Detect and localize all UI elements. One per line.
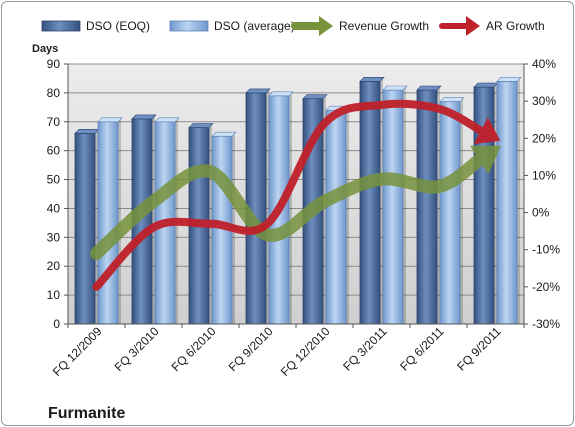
y2-tick-label: 10% (532, 168, 556, 182)
x-tick-label: FQ 3/2011 (340, 324, 390, 374)
arrow-head (469, 145, 501, 175)
y2-tick-label: 20% (532, 131, 556, 145)
data-point (210, 171, 211, 173)
legend: DSO (EOQ) DSO (average) Revenue Growth AR G… (41, 16, 545, 36)
y2-tick-label: -10% (532, 243, 560, 257)
y2-tick-label: 0% (532, 206, 550, 220)
legend-swatch (169, 20, 209, 32)
series-line (90, 153, 486, 260)
legend-label: DSO (average) (214, 19, 295, 33)
legend-label: Revenue Growth (339, 19, 429, 33)
bar-top (97, 117, 123, 123)
data-point (381, 104, 382, 106)
bar-top (302, 94, 328, 99)
x-tick-label: FQ 9/2010 (226, 324, 276, 374)
bar-top (154, 117, 180, 123)
y-tick-label: 70 (47, 115, 61, 129)
legend-swatch (41, 20, 81, 32)
data-point (267, 234, 268, 236)
legend-item: DSO (EOQ) (41, 19, 150, 33)
bar (416, 89, 438, 325)
y2-tick-label: -20% (532, 280, 560, 294)
company-label: Furmanite (48, 405, 125, 422)
x-tick-label: FQ 9/2011 (454, 324, 504, 374)
legend-item: AR Growth (439, 16, 545, 36)
data-point (153, 200, 154, 202)
data-point (381, 178, 382, 180)
y-tick-label: 0 (53, 317, 60, 331)
legend-arrow-head (319, 16, 333, 36)
y2-tick-label: 30% (532, 94, 556, 108)
data-point (96, 252, 97, 254)
bar (382, 89, 404, 325)
bar (496, 80, 518, 325)
x-tick-label: FQ 6/2011 (397, 324, 447, 374)
y2-tick-label: 40% (532, 57, 556, 71)
y-tick-label: 50 (47, 173, 61, 187)
data-point (324, 122, 325, 124)
arrow-head (473, 117, 501, 144)
bar-top (496, 77, 522, 82)
y-tick-label: 80 (47, 86, 61, 100)
bar-top (473, 82, 499, 88)
legend-item: DSO (average) (169, 19, 295, 33)
x-tick-label: FQ 12/2009 (50, 324, 105, 379)
growth-lines (90, 99, 501, 291)
bar-top (245, 88, 271, 94)
y-tick-label: 20 (47, 259, 61, 273)
series-ar-growth (92, 99, 501, 291)
bar (97, 121, 119, 325)
bar-top (268, 91, 294, 97)
bar-top (359, 77, 385, 82)
x-tick-label: FQ 3/2010 (112, 324, 162, 374)
x-tick-label: FQ 6/2010 (169, 324, 219, 374)
legend-label: AR Growth (486, 19, 545, 33)
y-tick-label: 90 (47, 57, 61, 71)
legend-label: DSO (EOQ) (86, 19, 150, 33)
y-tick-label: 10 (47, 288, 61, 302)
y-tick-label: 40 (47, 201, 61, 215)
y-axis-title: Days (32, 43, 58, 55)
data-point (438, 108, 439, 110)
bar-top (131, 114, 157, 120)
bar-top (188, 123, 214, 128)
bar-top (74, 129, 100, 134)
bar-top (382, 85, 408, 91)
y2-tick-label: -30% (532, 317, 560, 331)
data-point (324, 200, 325, 202)
legend-arrow-head (466, 16, 480, 36)
data-point (96, 286, 97, 288)
data-point (153, 226, 154, 228)
bar (74, 132, 96, 325)
data-point (438, 186, 439, 188)
bar-top (439, 97, 465, 102)
bar (473, 86, 495, 325)
bar (359, 80, 381, 325)
series-revenue-growth (90, 145, 501, 260)
y-tick-label: 60 (47, 144, 61, 158)
data-point (267, 223, 268, 225)
x-tick-label: FQ 12/2010 (278, 324, 333, 379)
bar (439, 101, 461, 325)
data-point (210, 223, 211, 225)
y-tick-label: 30 (47, 230, 61, 244)
bar-top (211, 131, 237, 137)
legend-item: Revenue Growth (291, 16, 429, 36)
bar (325, 109, 347, 325)
bar-top (416, 85, 442, 91)
